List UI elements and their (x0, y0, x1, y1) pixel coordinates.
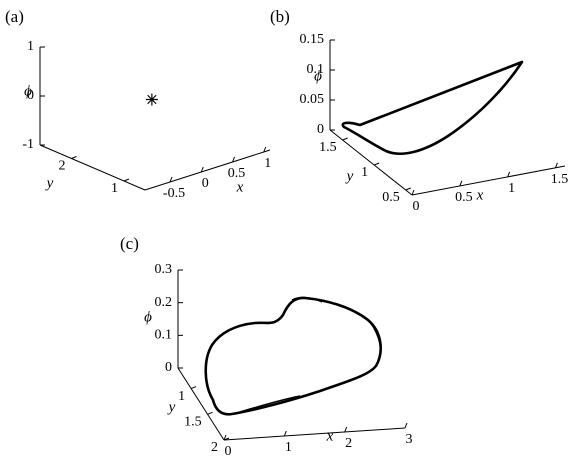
y-tick-label: 2 (211, 440, 218, 455)
z-tick-label: 0.1 (307, 62, 325, 77)
z-tick-label: 0.15 (300, 32, 325, 47)
x-tick (223, 434, 227, 441)
z-tick-label: 0 (165, 360, 172, 375)
y-tick (405, 187, 411, 191)
y-tick (207, 411, 213, 415)
panel-title: (a) (5, 7, 24, 26)
z-axis-label: ϕ (314, 68, 322, 84)
y-tick (342, 137, 348, 141)
x-tick (411, 189, 415, 196)
y-tick-label: 1.5 (319, 140, 337, 155)
x-tick (404, 422, 408, 429)
x-tick-label: 1 (508, 181, 515, 196)
z-tick-label: 0.1 (155, 328, 173, 343)
y-tick (123, 178, 130, 182)
z-tick-label: 0.2 (155, 295, 173, 310)
x-tick-label: -0.5 (163, 186, 185, 201)
z-axis-label: ϕ (24, 83, 32, 99)
x-axis-label: x (236, 179, 244, 195)
y-tick-label: 0.5 (382, 190, 400, 205)
x-tick-label: 1 (285, 440, 292, 455)
y-tick (71, 156, 77, 159)
y-tick (190, 386, 197, 390)
panel-title: (b) (270, 7, 290, 26)
z-tick-label: 0 (317, 122, 324, 137)
y-axis-label: y (345, 168, 354, 184)
x-tick-label: 1 (264, 156, 271, 171)
y-axis-label: y (45, 175, 54, 191)
x-tick (263, 146, 267, 153)
trajectory-curve (239, 296, 382, 413)
x-axis-label: x (326, 428, 334, 444)
trajectory-curve (204, 296, 382, 416)
y-tick (223, 437, 230, 441)
trajectory-curve (341, 60, 524, 155)
x-axis (144, 149, 271, 191)
y-axis (177, 367, 225, 441)
z-axis-label: ϕ (144, 309, 152, 325)
z-tick-label: 0 (27, 88, 34, 103)
x-tick (507, 171, 511, 178)
x-tick-label: 0 (413, 199, 420, 214)
y-axis (329, 129, 413, 196)
x-tick (169, 176, 173, 183)
z-tick-label: 0.05 (300, 92, 325, 107)
y-tick-label: 2 (59, 159, 66, 174)
y-axis (39, 144, 146, 191)
x-tick (232, 156, 235, 163)
y-tick-label: 1 (111, 181, 118, 196)
x-tick (283, 430, 287, 437)
x-tick-label: 1.5 (551, 172, 569, 187)
y-tick-label: 1.5 (184, 415, 202, 430)
x-tick-label: 0 (225, 444, 232, 459)
x-axis (223, 427, 406, 441)
panel-title: (c) (120, 234, 139, 253)
y-tick-label: 1 (361, 165, 368, 180)
x-tick-label: 0 (202, 176, 209, 191)
x-tick (200, 166, 204, 173)
x-tick-label: 2 (345, 436, 352, 451)
z-tick-label: 0.3 (155, 262, 173, 277)
z-tick-label: -1 (22, 137, 34, 152)
x-tick-label: 0.5 (228, 166, 246, 181)
x-tick-label: 0.5 (455, 190, 473, 205)
x-tick (459, 180, 463, 187)
x-axis-label: x (476, 187, 484, 203)
z-tick-label: 1 (27, 39, 34, 54)
x-tick-label: 3 (406, 432, 413, 447)
x-tick (554, 162, 558, 168)
y-axis-label: y (167, 399, 176, 415)
x-tick (344, 426, 348, 433)
y-tick (373, 162, 380, 166)
x-axis (411, 165, 566, 196)
y-tick-label: 1 (178, 389, 185, 404)
point-marker (145, 93, 158, 106)
